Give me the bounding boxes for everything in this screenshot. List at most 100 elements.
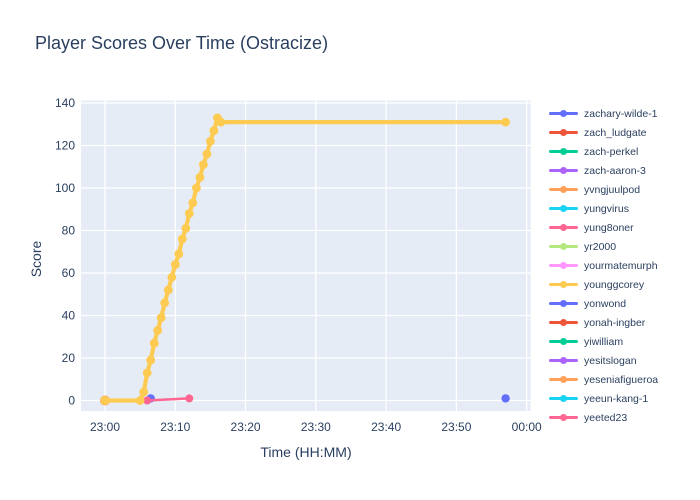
y-tick-label: 140 (55, 96, 75, 110)
legend-line-marker-sample (549, 180, 578, 199)
legend-line-marker-sample (549, 332, 578, 351)
legend-item-zach_ludgate[interactable]: zach_ludgate (549, 123, 699, 142)
x-tick-label: 23:30 (301, 420, 331, 434)
legend-marker-dot (560, 299, 567, 307)
trace-younggcorey-marker[interactable] (192, 183, 201, 193)
legend-line-marker-sample (549, 123, 578, 142)
y-tick-label: 0 (68, 394, 75, 408)
trace-younggcorey-marker[interactable] (177, 234, 187, 244)
trace-younggcorey-marker[interactable] (163, 285, 173, 295)
legend-item-label: yiwilliam (584, 335, 624, 348)
legend-line-marker-sample (549, 104, 578, 123)
trace-younggcorey-marker[interactable] (170, 260, 180, 269)
legend-marker-dot (560, 128, 567, 136)
x-tick-label: 23:00 (90, 420, 120, 434)
trace-younggcorey-marker[interactable] (167, 272, 177, 282)
x-tick-label: 23:50 (441, 420, 471, 434)
legend-line-marker-sample (549, 237, 578, 256)
legend-marker-dot (560, 185, 567, 193)
trace-younggcorey-marker[interactable] (153, 326, 163, 335)
legend-item-zach-aaron-3[interactable]: zach-aaron-3 (549, 161, 699, 180)
legend-marker-dot (560, 375, 567, 383)
legend-item-yourmatemurph[interactable]: yourmatemurph (549, 256, 699, 275)
legend-item-zachary-wilde-1[interactable]: zachary-wilde-1 (549, 104, 699, 123)
legend-item-label: yr2000 (584, 240, 617, 253)
legend-item-label: yeeun-kang-1 (584, 392, 649, 405)
legend-item-label: yung8oner (584, 221, 634, 234)
trace-younggcorey-marker[interactable] (181, 224, 191, 233)
legend-item-label: yvngjuulpod (584, 183, 641, 196)
trace-younggcorey-marker[interactable] (216, 117, 226, 127)
legend-line-marker-sample (549, 218, 578, 237)
trace-younggcorey-marker[interactable] (174, 249, 184, 259)
legend: zachary-wilde-1 zach_ludgate zach-perkel za… (549, 104, 699, 424)
trace-younggcorey-marker[interactable] (135, 396, 145, 405)
trace-younggcorey-marker[interactable] (209, 126, 219, 135)
legend-item-younggcorey[interactable]: younggcorey (549, 275, 699, 294)
legend-marker-dot (560, 147, 567, 155)
trace-younggcorey-marker[interactable] (202, 149, 212, 159)
legend-item-yonwond[interactable]: yonwond (549, 294, 699, 313)
legend-line-marker-sample (549, 161, 578, 180)
y-tick-label: 100 (55, 181, 75, 195)
legend-item-label: yeeted23 (584, 411, 628, 424)
legend-item-label: yeseniafigueroa (584, 373, 659, 386)
y-axis-title: Score (28, 240, 44, 278)
legend-item-yr2000[interactable]: yr2000 (549, 237, 699, 256)
trace-younggcorey-marker[interactable] (188, 198, 198, 208)
trace-younggcorey-marker[interactable] (199, 160, 208, 170)
legend-item-yung8oner[interactable]: yung8oner (549, 218, 699, 237)
legend-marker-dot (560, 204, 567, 212)
legend-marker-dot (560, 280, 567, 288)
legend-item-yeseniafigueroa[interactable]: yeseniafigueroa (549, 370, 699, 389)
legend-item-label: zach-perkel (584, 145, 639, 158)
y-tick-label: 20 (62, 351, 76, 365)
trace-younggcorey-marker[interactable] (142, 368, 152, 378)
legend-item-yeeun-kang-1[interactable]: yeeun-kang-1 (549, 389, 699, 408)
legend-item-label: yonah-ingber (584, 316, 646, 329)
legend-line-marker-sample (549, 256, 578, 275)
legend-marker-dot (560, 242, 567, 250)
trace-younggcorey-marker[interactable] (156, 313, 166, 322)
trace-younggcorey-marker[interactable] (184, 209, 194, 218)
legend-line-marker-sample (549, 389, 578, 408)
trace-yonwond-marker[interactable] (501, 394, 510, 403)
y-tick-label: 40 (62, 309, 76, 323)
x-tick-label: 23:40 (371, 420, 401, 434)
trace-younggcorey-marker[interactable] (100, 396, 110, 405)
trace-younggcorey-marker[interactable] (206, 136, 215, 146)
x-tick-label: 23:20 (231, 420, 261, 434)
trace-younggcorey-marker[interactable] (139, 387, 149, 397)
legend-item-label: zachary-wilde-1 (584, 107, 658, 120)
legend-item-yesitslogan[interactable]: yesitslogan (549, 351, 699, 370)
trace-younggcorey-marker[interactable] (146, 355, 156, 365)
trace-younggcorey-marker[interactable] (149, 338, 159, 348)
trace-younggcorey-marker[interactable] (501, 117, 510, 127)
legend-item-yonah-ingber[interactable]: yonah-ingber (549, 313, 699, 332)
legend-marker-dot (560, 166, 567, 174)
legend-marker-dot (560, 337, 567, 345)
legend-item-label: zach_ludgate (584, 126, 647, 139)
trace-younggcorey-marker[interactable] (195, 173, 205, 182)
x-axis-title: Time (HH:MM) (260, 444, 352, 460)
legend-marker-dot (560, 261, 567, 269)
y-tick-label: 120 (55, 139, 75, 153)
legend-item-yvngjuulpod[interactable]: yvngjuulpod (549, 180, 699, 199)
legend-item-zach-perkel[interactable]: zach-perkel (549, 142, 699, 161)
y-tick-label: 80 (62, 224, 76, 238)
legend-marker-dot (560, 413, 567, 421)
trace-yung8oner-line[interactable] (145, 397, 191, 402)
legend-item-yungvirus[interactable]: yungvirus (549, 199, 699, 218)
legend-item-yeeted23[interactable]: yeeted23 (549, 408, 699, 424)
trace-yung8oner-marker[interactable] (185, 394, 194, 403)
legend-line-marker-sample (549, 142, 578, 161)
legend-line-marker-sample (549, 408, 578, 424)
legend-line-marker-sample (549, 313, 578, 332)
legend-item-yiwilliam[interactable]: yiwilliam (549, 332, 699, 351)
plot-background[interactable] (81, 100, 531, 412)
trace-yung8oner-marker[interactable] (143, 396, 152, 405)
legend-line-marker-sample (549, 275, 578, 294)
trace-younggcorey-marker[interactable] (160, 298, 170, 308)
